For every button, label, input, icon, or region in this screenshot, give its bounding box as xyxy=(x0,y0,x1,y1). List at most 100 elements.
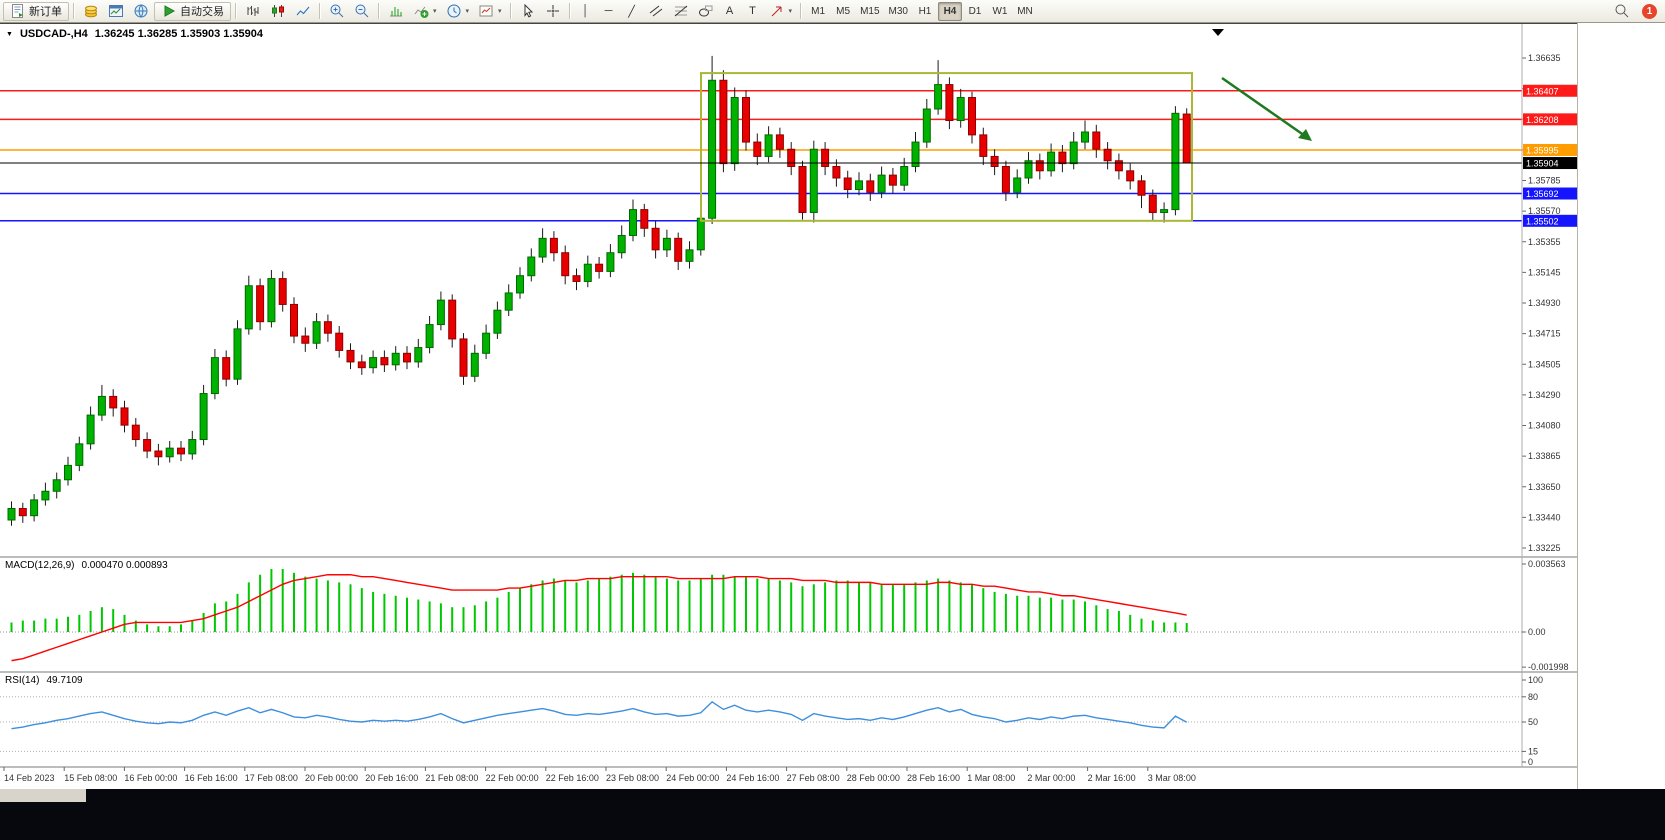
bar-chart-icon xyxy=(245,3,261,19)
arrows-tool[interactable]: ▾ xyxy=(765,2,797,21)
timeframe-h4[interactable]: H4 xyxy=(937,1,962,21)
svg-text:17 Feb 08:00: 17 Feb 08:00 xyxy=(245,773,298,783)
crosshair-button[interactable] xyxy=(541,2,565,21)
fibonacci-icon xyxy=(673,3,689,19)
scroll-end-marker[interactable] xyxy=(1212,29,1224,36)
macd-signal-line xyxy=(11,574,1187,662)
separator xyxy=(319,3,321,19)
timeframe-mn[interactable]: MN xyxy=(1013,2,1037,21)
globe-icon xyxy=(133,3,149,19)
svg-text:1.33865: 1.33865 xyxy=(1528,451,1561,461)
macd-title: MACD(12,26,9) 0.000470 0.000893 xyxy=(5,560,168,571)
bar-chart-button[interactable] xyxy=(241,2,265,21)
autotrading-button[interactable]: 自动交易 xyxy=(154,1,231,21)
label-tool[interactable]: T xyxy=(742,2,764,21)
zoom-in-button[interactable] xyxy=(325,2,349,21)
svg-text:1.35145: 1.35145 xyxy=(1528,267,1561,277)
notification-badge[interactable]: 1 xyxy=(1642,3,1657,19)
svg-text:1.35995: 1.35995 xyxy=(1526,145,1559,155)
vertical-line-tool[interactable]: │ xyxy=(575,2,597,21)
trendline-tool[interactable]: ╱ xyxy=(621,2,643,21)
timeframe-d1[interactable]: D1 xyxy=(963,2,987,21)
toolbar-right: 1 xyxy=(1610,2,1662,21)
candlestick-chart-button[interactable] xyxy=(266,2,290,21)
autotrading-label: 自动交易 xyxy=(180,6,224,18)
svg-text:20 Feb 00:00: 20 Feb 00:00 xyxy=(305,773,358,783)
add-indicator-icon xyxy=(413,3,429,18)
new-order-label: 新订单 xyxy=(29,6,62,18)
add-indicator-button[interactable]: ▾ xyxy=(409,2,441,21)
timeframe-m30[interactable]: M30 xyxy=(885,2,912,21)
fibonacci-tool[interactable] xyxy=(669,2,693,21)
svg-text:21 Feb 08:00: 21 Feb 08:00 xyxy=(425,773,478,783)
template-button[interactable]: ▾ xyxy=(474,2,506,21)
caret-down-icon: ▾ xyxy=(433,8,437,15)
chart-window-button[interactable] xyxy=(104,2,128,21)
consolidation-box[interactable] xyxy=(700,72,1193,222)
caret-down-icon: ▾ xyxy=(465,8,470,15)
svg-text:1.35570: 1.35570 xyxy=(1528,206,1561,216)
zoom-out-button[interactable] xyxy=(350,2,374,21)
candles xyxy=(7,55,1191,526)
cursor-icon xyxy=(520,3,536,19)
histogram-button[interactable] xyxy=(384,2,408,21)
arrows-tool-icon xyxy=(769,3,785,19)
svg-text:1.33440: 1.33440 xyxy=(1528,512,1561,522)
cursor-button[interactable] xyxy=(516,2,540,21)
candlestick-chart-icon xyxy=(270,5,286,17)
svg-text:1.34290: 1.34290 xyxy=(1528,390,1561,400)
shapes-tool[interactable] xyxy=(694,2,718,21)
search-icon xyxy=(1614,3,1630,19)
svg-text:-0.001998: -0.001998 xyxy=(1528,662,1569,672)
price-chart[interactable]: 1.366351.364201.362051.359901.357851.355… xyxy=(0,24,1577,789)
timeframe-w1[interactable]: W1 xyxy=(988,2,1012,21)
globe-button[interactable] xyxy=(129,2,153,21)
svg-text:1.35904: 1.35904 xyxy=(1526,159,1559,169)
chart-window-icon xyxy=(108,3,124,19)
channel-tool[interactable] xyxy=(644,2,668,21)
period-button[interactable]: ▾ xyxy=(442,2,474,21)
search-button[interactable] xyxy=(1610,2,1634,21)
svg-text:1.34715: 1.34715 xyxy=(1528,329,1561,339)
chart-title: ▼ USDCAD-,H4 1.36245 1.36285 1.35903 1.3… xyxy=(6,28,263,40)
autotrading-play-icon xyxy=(161,3,177,19)
new-order-icon xyxy=(10,3,23,19)
vertical-line-icon: │ xyxy=(582,5,589,17)
svg-text:2 Mar 00:00: 2 Mar 00:00 xyxy=(1027,773,1075,783)
svg-text:0.00: 0.00 xyxy=(1528,627,1546,637)
toolbar: 新订单 自动交易 xyxy=(0,0,1665,23)
symbol-period-label: USDCAD-,H4 xyxy=(19,28,88,40)
timeframe-m5[interactable]: M5 xyxy=(831,2,855,21)
timeframe-h1[interactable]: H1 xyxy=(913,2,937,21)
timeframe-m1[interactable]: M1 xyxy=(806,2,830,21)
period-clock-icon xyxy=(446,3,462,19)
horizontal-line-icon: ─ xyxy=(604,5,613,17)
svg-text:20 Feb 16:00: 20 Feb 16:00 xyxy=(365,773,418,783)
svg-text:1.35692: 1.35692 xyxy=(1526,189,1559,199)
line-chart-button[interactable] xyxy=(291,2,315,21)
price-badge: 1.35502 xyxy=(1523,214,1577,227)
svg-text:14 Feb 2023: 14 Feb 2023 xyxy=(4,773,55,783)
timeframe-m15[interactable]: M15 xyxy=(856,2,883,21)
svg-text:0.003563: 0.003563 xyxy=(1528,559,1566,569)
svg-text:1.35502: 1.35502 xyxy=(1526,216,1559,226)
horizontal-line-tool[interactable]: ─ xyxy=(598,2,620,21)
coins-button[interactable] xyxy=(79,2,103,21)
trendline-icon: ╱ xyxy=(628,5,635,18)
svg-text:24 Feb 00:00: 24 Feb 00:00 xyxy=(666,773,719,783)
svg-text:2 Mar 16:00: 2 Mar 16:00 xyxy=(1088,773,1136,783)
new-order-button[interactable]: 新订单 xyxy=(3,1,69,21)
crosshair-icon xyxy=(546,5,559,17)
bottom-bar xyxy=(0,789,1665,840)
svg-text:1.33650: 1.33650 xyxy=(1528,482,1561,492)
rsi-panel: 100 80 50 150 xyxy=(0,675,1543,767)
macd-panel: 0.003563 0.00 -0.001998 xyxy=(0,559,1569,672)
separator xyxy=(378,3,380,19)
trend-arrow[interactable] xyxy=(1221,76,1309,140)
svg-text:1.34505: 1.34505 xyxy=(1528,359,1561,369)
indicator-histogram-icon xyxy=(388,7,404,19)
chart-menu-icon[interactable]: ▼ xyxy=(6,31,13,38)
text-tool[interactable]: A xyxy=(719,2,741,21)
svg-text:80: 80 xyxy=(1528,692,1538,702)
